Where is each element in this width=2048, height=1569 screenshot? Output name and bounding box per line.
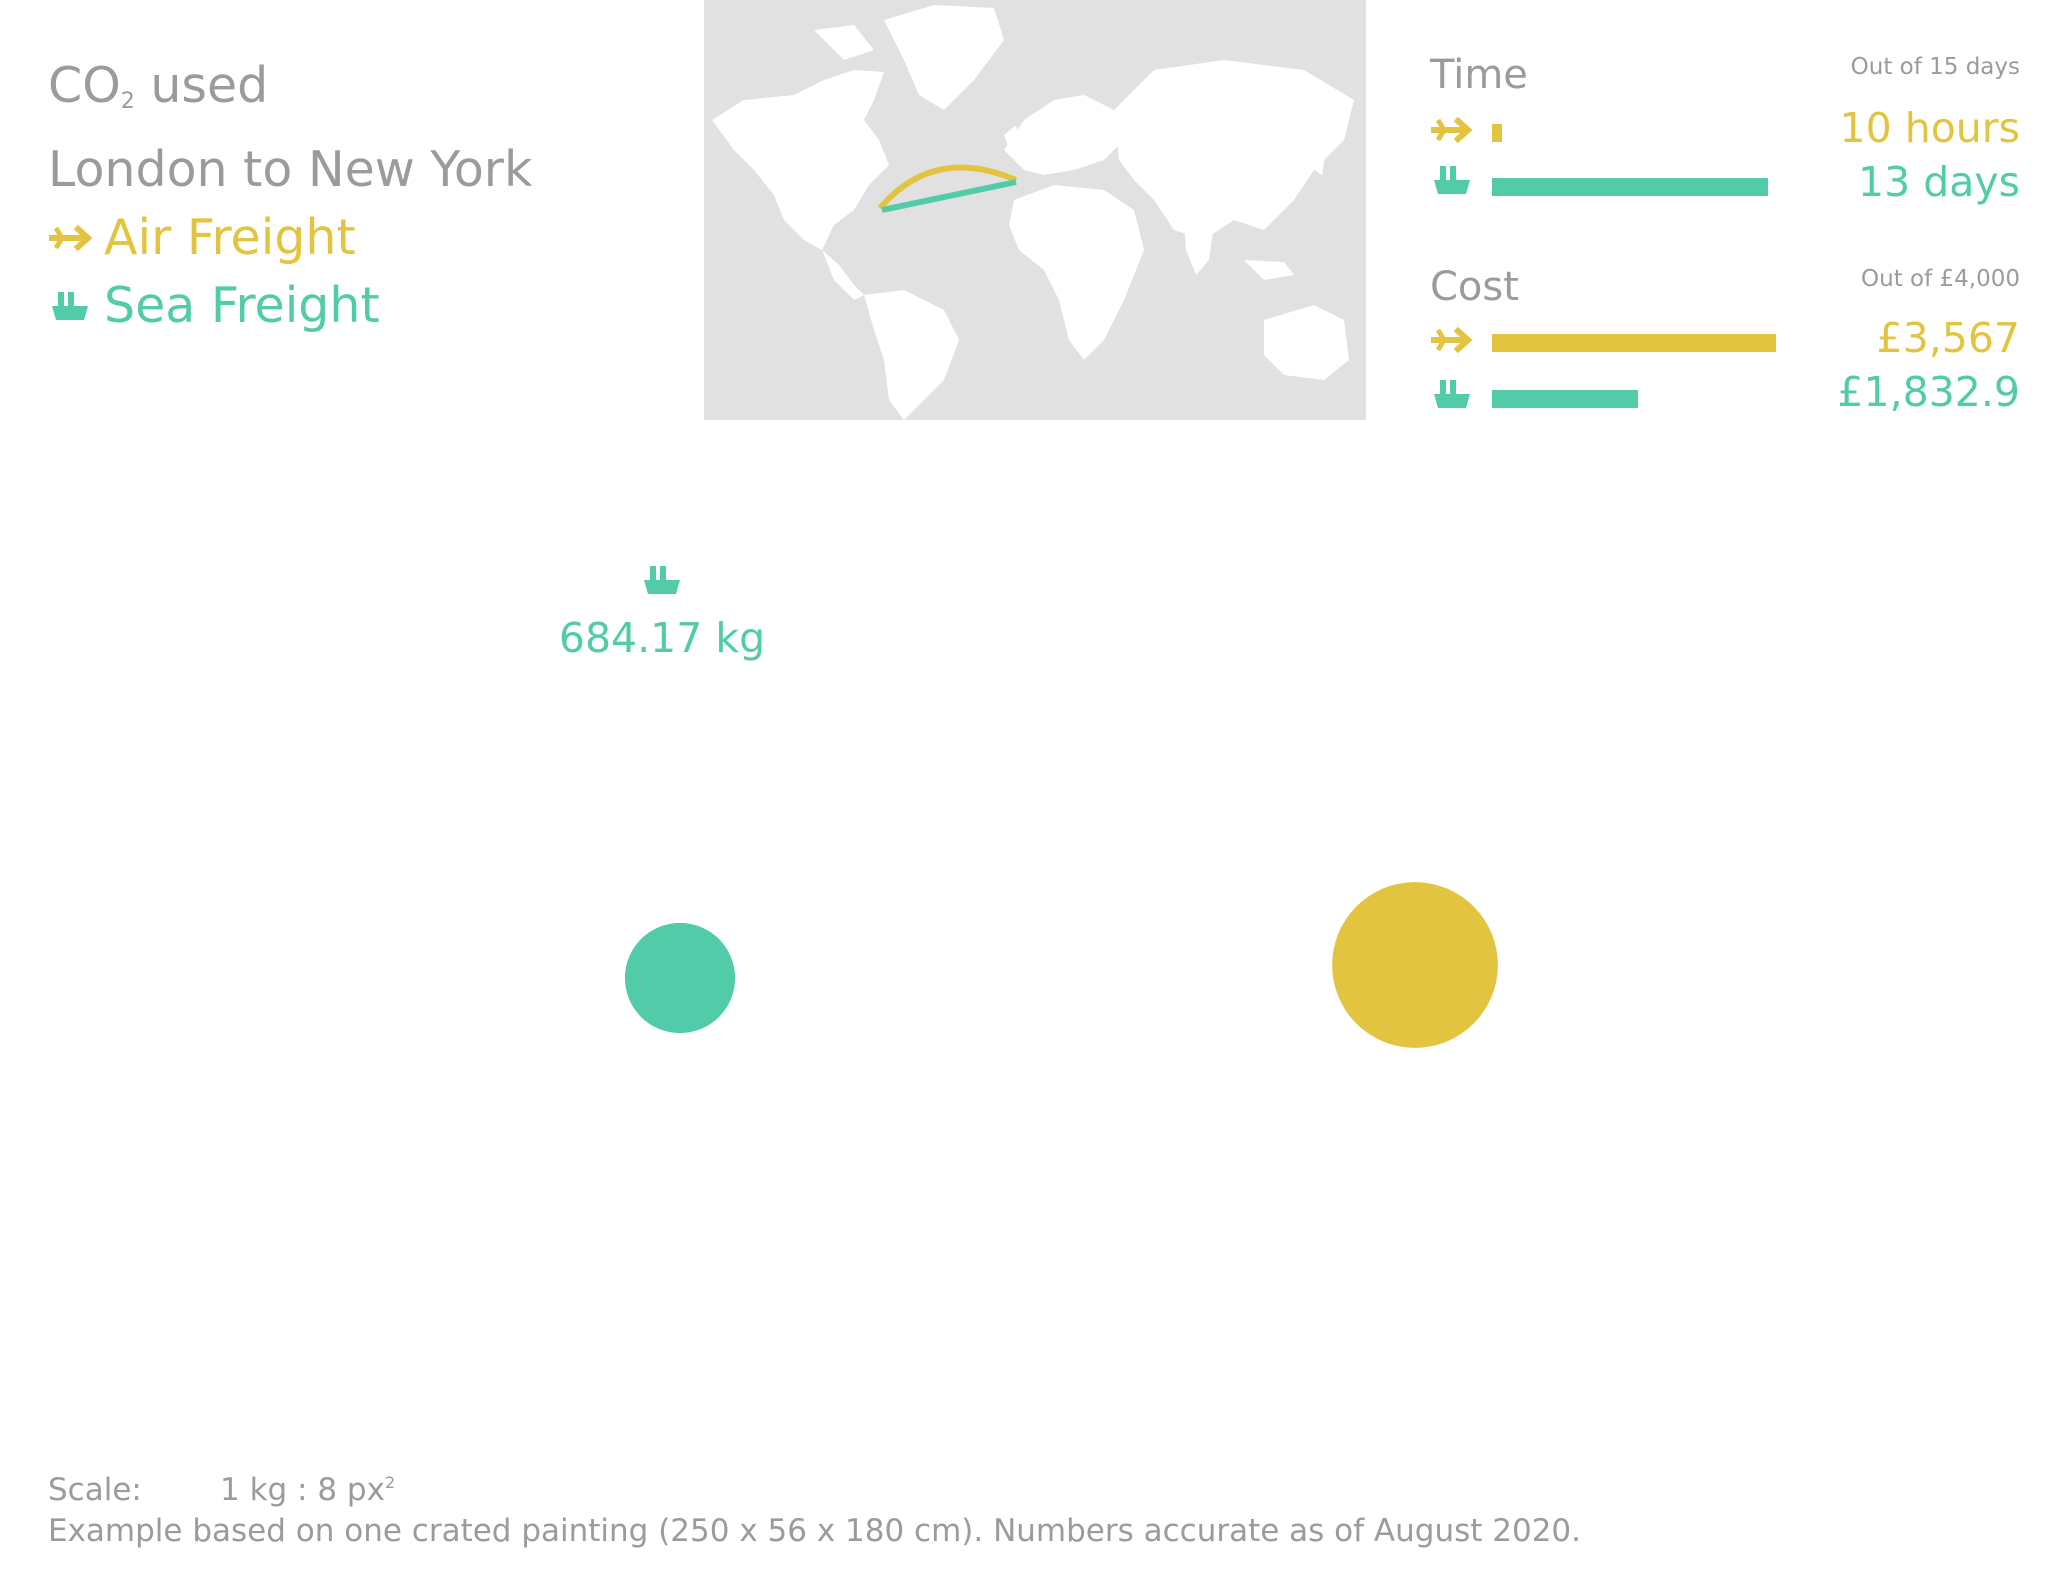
footer-note: Example based on one crated painting (25… — [48, 1513, 1582, 1549]
cost-note: Out of £4,000 — [1861, 266, 2020, 292]
stats-panel: Time Out of 15 days 10 hours 13 days Cos… — [1430, 0, 2020, 420]
legend-sea-label: Sea Freight — [104, 277, 380, 334]
air-route — [877, 164, 1018, 210]
title-block: CO2 used London to New York Air Freight … — [48, 52, 532, 340]
ship-icon — [644, 566, 680, 594]
cost-air-bar — [1492, 334, 1776, 352]
legend-air: Air Freight — [48, 204, 532, 272]
ship-icon — [52, 292, 88, 320]
world-map — [704, 0, 1366, 420]
world-map-svg — [712, 5, 1354, 420]
scale-label: Scale: — [48, 1472, 142, 1508]
time-air-bar — [1492, 124, 1502, 142]
cost-heading: Cost — [1430, 264, 1519, 310]
plane-icon — [1421, 646, 1463, 674]
title-co: CO — [48, 57, 121, 114]
legend-sea: Sea Freight — [48, 272, 532, 340]
scale-sup: 2 — [384, 1473, 396, 1492]
ship-icon — [1434, 380, 1470, 408]
plane-icon — [1431, 326, 1473, 354]
plane-icon — [49, 224, 92, 252]
air-bubble-label: 1,547.7 kg — [1332, 692, 1552, 740]
time-air-value: 10 hours — [1839, 104, 2020, 152]
chart-title-line-2: London to New York — [48, 141, 533, 198]
sea-bubble — [624, 922, 736, 1034]
sea-bubble-label: 684.17 kg — [558, 614, 766, 662]
time-note: Out of 15 days — [1850, 54, 2020, 80]
cost-sea-bar — [1492, 390, 1638, 408]
legend-air-label: Air Freight — [104, 209, 356, 266]
title-used: used — [134, 57, 269, 114]
ship-icon — [1434, 166, 1470, 194]
cost-sea-value: £1,832.9 — [1837, 368, 2020, 416]
time-sea-value: 13 days — [1858, 158, 2020, 206]
time-sea-bar — [1492, 178, 1768, 196]
cost-air-value: £3,567 — [1876, 314, 2020, 362]
footer: Scale: 1 kg : 8 px2 Example based on one … — [48, 1462, 1581, 1552]
time-heading: Time — [1430, 52, 1528, 98]
chart-title-line-1: CO2 used — [48, 52, 532, 136]
sea-route — [881, 179, 1017, 213]
air-bubble — [1332, 882, 1498, 1048]
title-sub-2: 2 — [120, 89, 135, 114]
scale-line: Scale: 1 kg : 8 px2 — [48, 1462, 1581, 1511]
plane-icon — [1431, 116, 1473, 144]
scale-value: 1 kg : 8 px — [220, 1472, 385, 1508]
